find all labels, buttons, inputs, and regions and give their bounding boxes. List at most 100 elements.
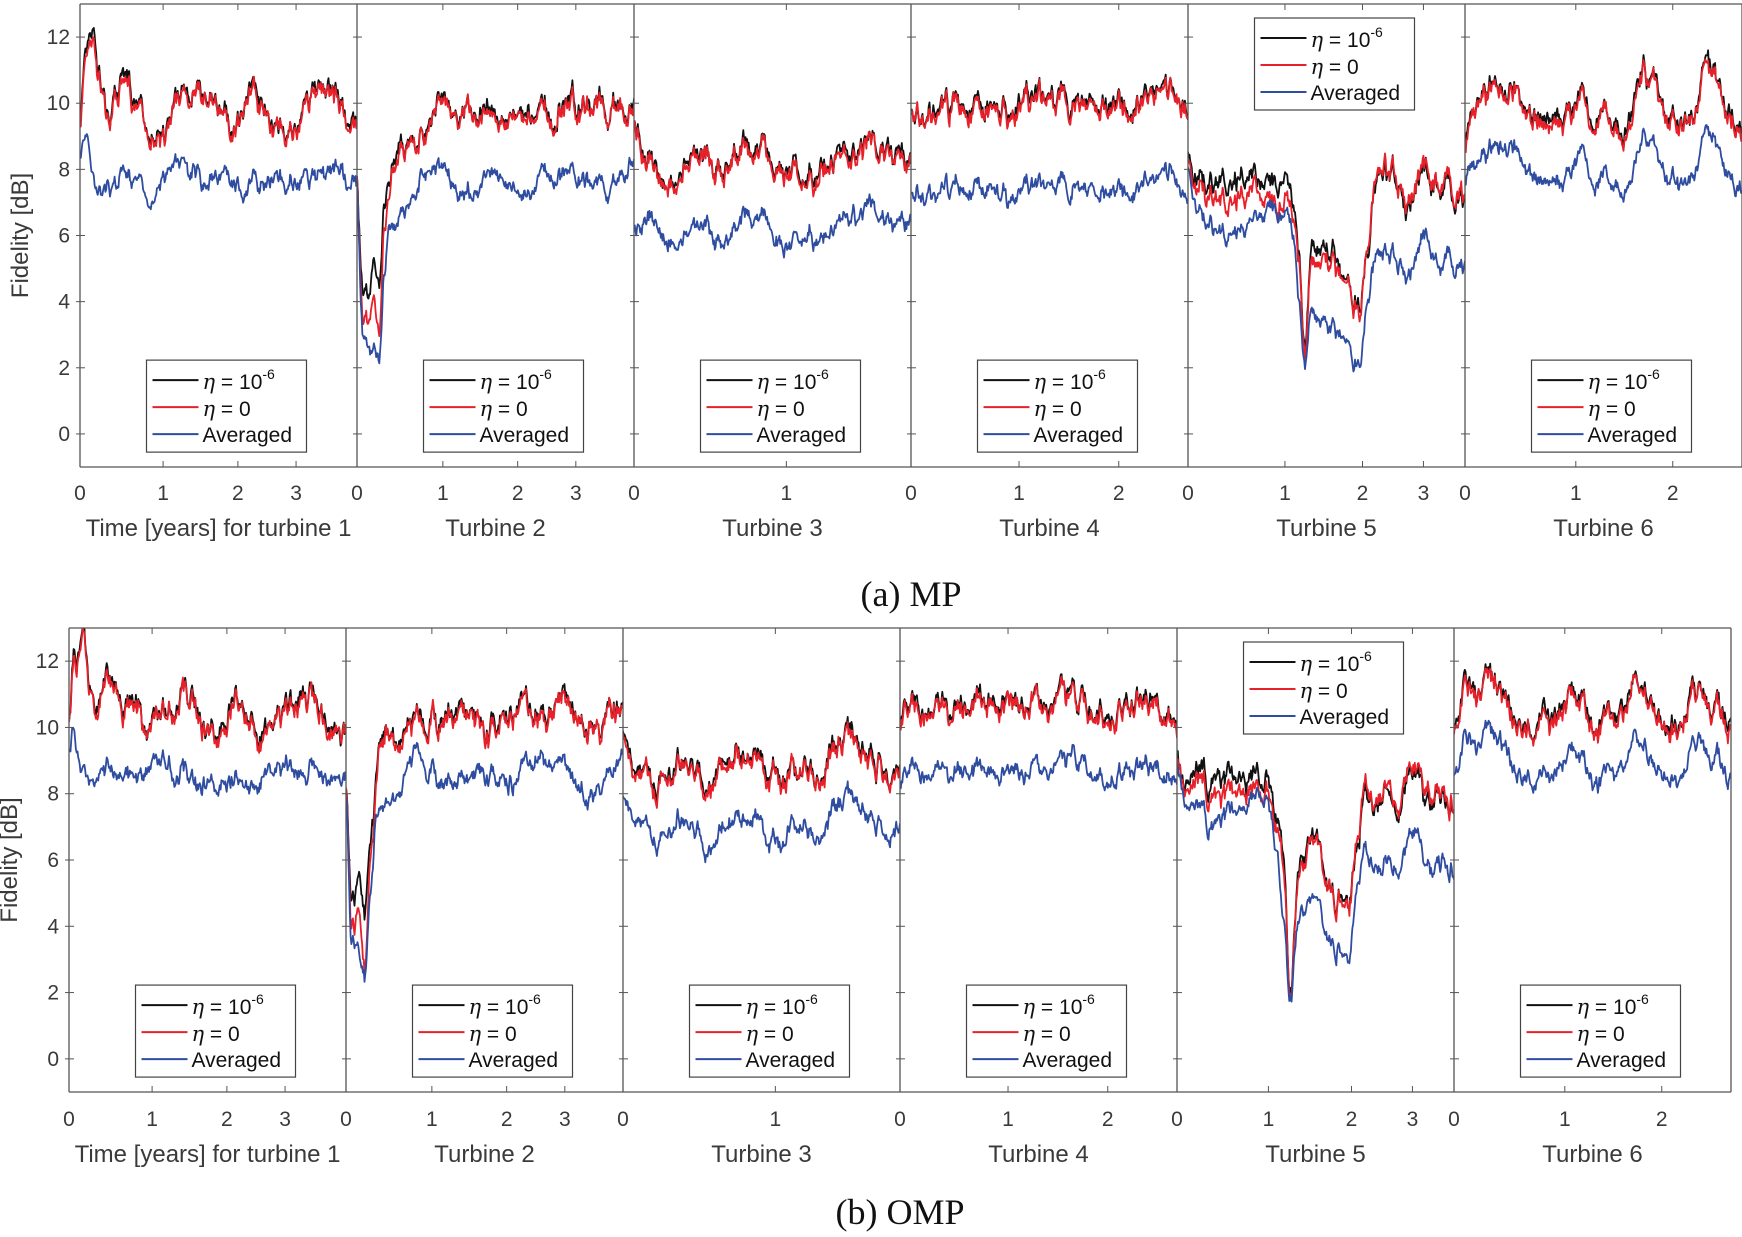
x-tick-label: 2 — [1667, 482, 1679, 505]
legend-label: η = 0 — [746, 1022, 794, 1046]
legend-label: Averaged — [1577, 1049, 1667, 1072]
legend-label: Averaged — [203, 424, 293, 447]
y-tick-label: 2 — [47, 982, 59, 1005]
legend: η = 10-6 η = 0 Averaged — [134, 984, 297, 1078]
legend: η = 10-6 η = 0 Averaged — [145, 359, 308, 453]
legend: η = 10-6 η = 0 Averaged — [688, 984, 851, 1078]
x-tick-label: 0 — [63, 1108, 75, 1131]
series-eta-0 — [900, 675, 1177, 739]
legend-label: Averaged — [1023, 1049, 1113, 1072]
series-eta-1e-6 — [634, 121, 911, 195]
y-tick-label: 10 — [36, 716, 59, 739]
legend-label: Averaged — [746, 1049, 836, 1072]
x-axis-label: Time [years] for turbine 1 — [86, 515, 352, 542]
y-tick-label: 4 — [47, 915, 59, 938]
series-eta-0 — [634, 120, 911, 198]
legend-label: η = 10-6 — [1023, 991, 1096, 1019]
legend-box — [145, 359, 308, 453]
x-tick-label: 2 — [1346, 1108, 1358, 1131]
panel-turbine-5: 0 1 2 3 Turbine 5 η = 10-6 η = 0 Averaged — [1171, 627, 1454, 1168]
legend: η = 10-6 η = 0 Averaged — [1253, 17, 1416, 111]
legend-label: η = 0 — [1311, 55, 1359, 79]
x-axis-label: Turbine 6 — [1553, 515, 1654, 542]
legend-label: η = 10-6 — [1588, 366, 1661, 394]
legend-label: η = 10-6 — [1034, 366, 1107, 394]
x-tick-label: 0 — [74, 482, 86, 505]
x-tick-label: 0 — [340, 1108, 352, 1131]
panel-turbine-3: 0 1 Turbine 3 η = 10-6 η = 0 Averaged — [628, 3, 911, 542]
x-axis-label: Turbine 2 — [445, 515, 546, 542]
legend-label: η = 0 — [1577, 1022, 1625, 1046]
subfigure-caption: (a) MP — [861, 574, 962, 614]
x-tick-label: 1 — [781, 482, 793, 505]
series-eta-0 — [357, 85, 634, 337]
y-tick-label: 12 — [36, 650, 59, 673]
x-tick-label: 0 — [628, 482, 640, 505]
x-tick-label: 2 — [1102, 1108, 1114, 1131]
legend-label: η = 0 — [1588, 397, 1636, 421]
x-tick-label: 0 — [905, 482, 917, 505]
y-tick-label: 6 — [47, 849, 59, 872]
x-axis-label: Turbine 3 — [711, 1141, 812, 1168]
x-axis-label: Turbine 5 — [1265, 1141, 1366, 1168]
x-tick-label: 2 — [1113, 482, 1125, 505]
x-tick-label: 3 — [279, 1108, 291, 1131]
x-tick-label: 2 — [512, 482, 524, 505]
x-tick-label: 3 — [1407, 1108, 1419, 1131]
series-averaged — [80, 133, 357, 211]
series-eta-0 — [346, 688, 623, 974]
series-averaged — [69, 727, 346, 797]
x-tick-label: 1 — [426, 1108, 438, 1131]
panel-turbine-6: 0 1 2 Turbine 6 η = 10-6 η = 0 Averaged — [1448, 627, 1732, 1168]
x-tick-label: 1 — [1002, 1108, 1014, 1131]
series-averaged — [357, 156, 634, 365]
x-axis-label: Turbine 4 — [999, 515, 1100, 542]
x-tick-label: 1 — [1559, 1108, 1571, 1131]
legend-label: η = 10-6 — [1300, 648, 1373, 676]
x-tick-label: 0 — [1459, 482, 1471, 505]
series-eta-1e-6 — [1188, 151, 1465, 354]
legend: η = 10-6 η = 0 Averaged — [1530, 359, 1693, 453]
panel-turbine-3: 0 1 Turbine 3 η = 10-6 η = 0 Averaged — [617, 627, 900, 1168]
series-averaged — [1454, 719, 1731, 794]
x-axis-label: Turbine 3 — [722, 515, 823, 542]
y-tick-label: 6 — [58, 225, 70, 248]
x-tick-label: 1 — [146, 1108, 158, 1131]
series-averaged — [346, 742, 623, 983]
x-tick-label: 0 — [1182, 482, 1194, 505]
legend-label: η = 0 — [480, 397, 528, 421]
series-averaged — [911, 161, 1188, 209]
legend: η = 10-6 η = 0 Averaged — [1242, 641, 1405, 735]
legend-label: η = 10-6 — [757, 366, 830, 394]
legend-label: Averaged — [1311, 82, 1401, 105]
series-averaged — [1465, 124, 1742, 203]
x-tick-label: 1 — [157, 482, 169, 505]
legend-label: Averaged — [1034, 424, 1124, 447]
x-tick-label: 2 — [221, 1108, 233, 1131]
x-tick-label: 0 — [894, 1108, 906, 1131]
panel-turbine-4: 0 1 2 Turbine 4 η = 10-6 η = 0 Averaged — [905, 3, 1188, 542]
legend-label: η = 0 — [1034, 397, 1082, 421]
x-tick-label: 3 — [1418, 482, 1430, 505]
y-tick-label: 4 — [58, 291, 70, 314]
series-averaged — [634, 193, 911, 259]
x-tick-label: 1 — [1279, 482, 1291, 505]
legend-label: η = 10-6 — [1311, 24, 1384, 52]
series-averaged — [900, 743, 1177, 792]
panel-turbine-2: 0 1 2 3 Turbine 2 η = 10-6 η = 0 Averaged — [340, 627, 623, 1168]
x-tick-label: 1 — [1013, 482, 1025, 505]
legend-label: η = 10-6 — [203, 366, 276, 394]
series-eta-0 — [1188, 152, 1465, 360]
x-tick-label: 3 — [570, 482, 582, 505]
x-tick-label: 3 — [559, 1108, 571, 1131]
x-axis-label: Turbine 6 — [1542, 1141, 1643, 1168]
legend-label: η = 10-6 — [192, 991, 265, 1019]
y-tick-label: 0 — [47, 1048, 59, 1071]
y-axis-label: Fidelity [dB] — [7, 173, 34, 298]
legend-label: Averaged — [192, 1049, 282, 1072]
legend: η = 10-6 η = 0 Averaged — [699, 359, 862, 453]
legend-label: Averaged — [1300, 706, 1390, 729]
